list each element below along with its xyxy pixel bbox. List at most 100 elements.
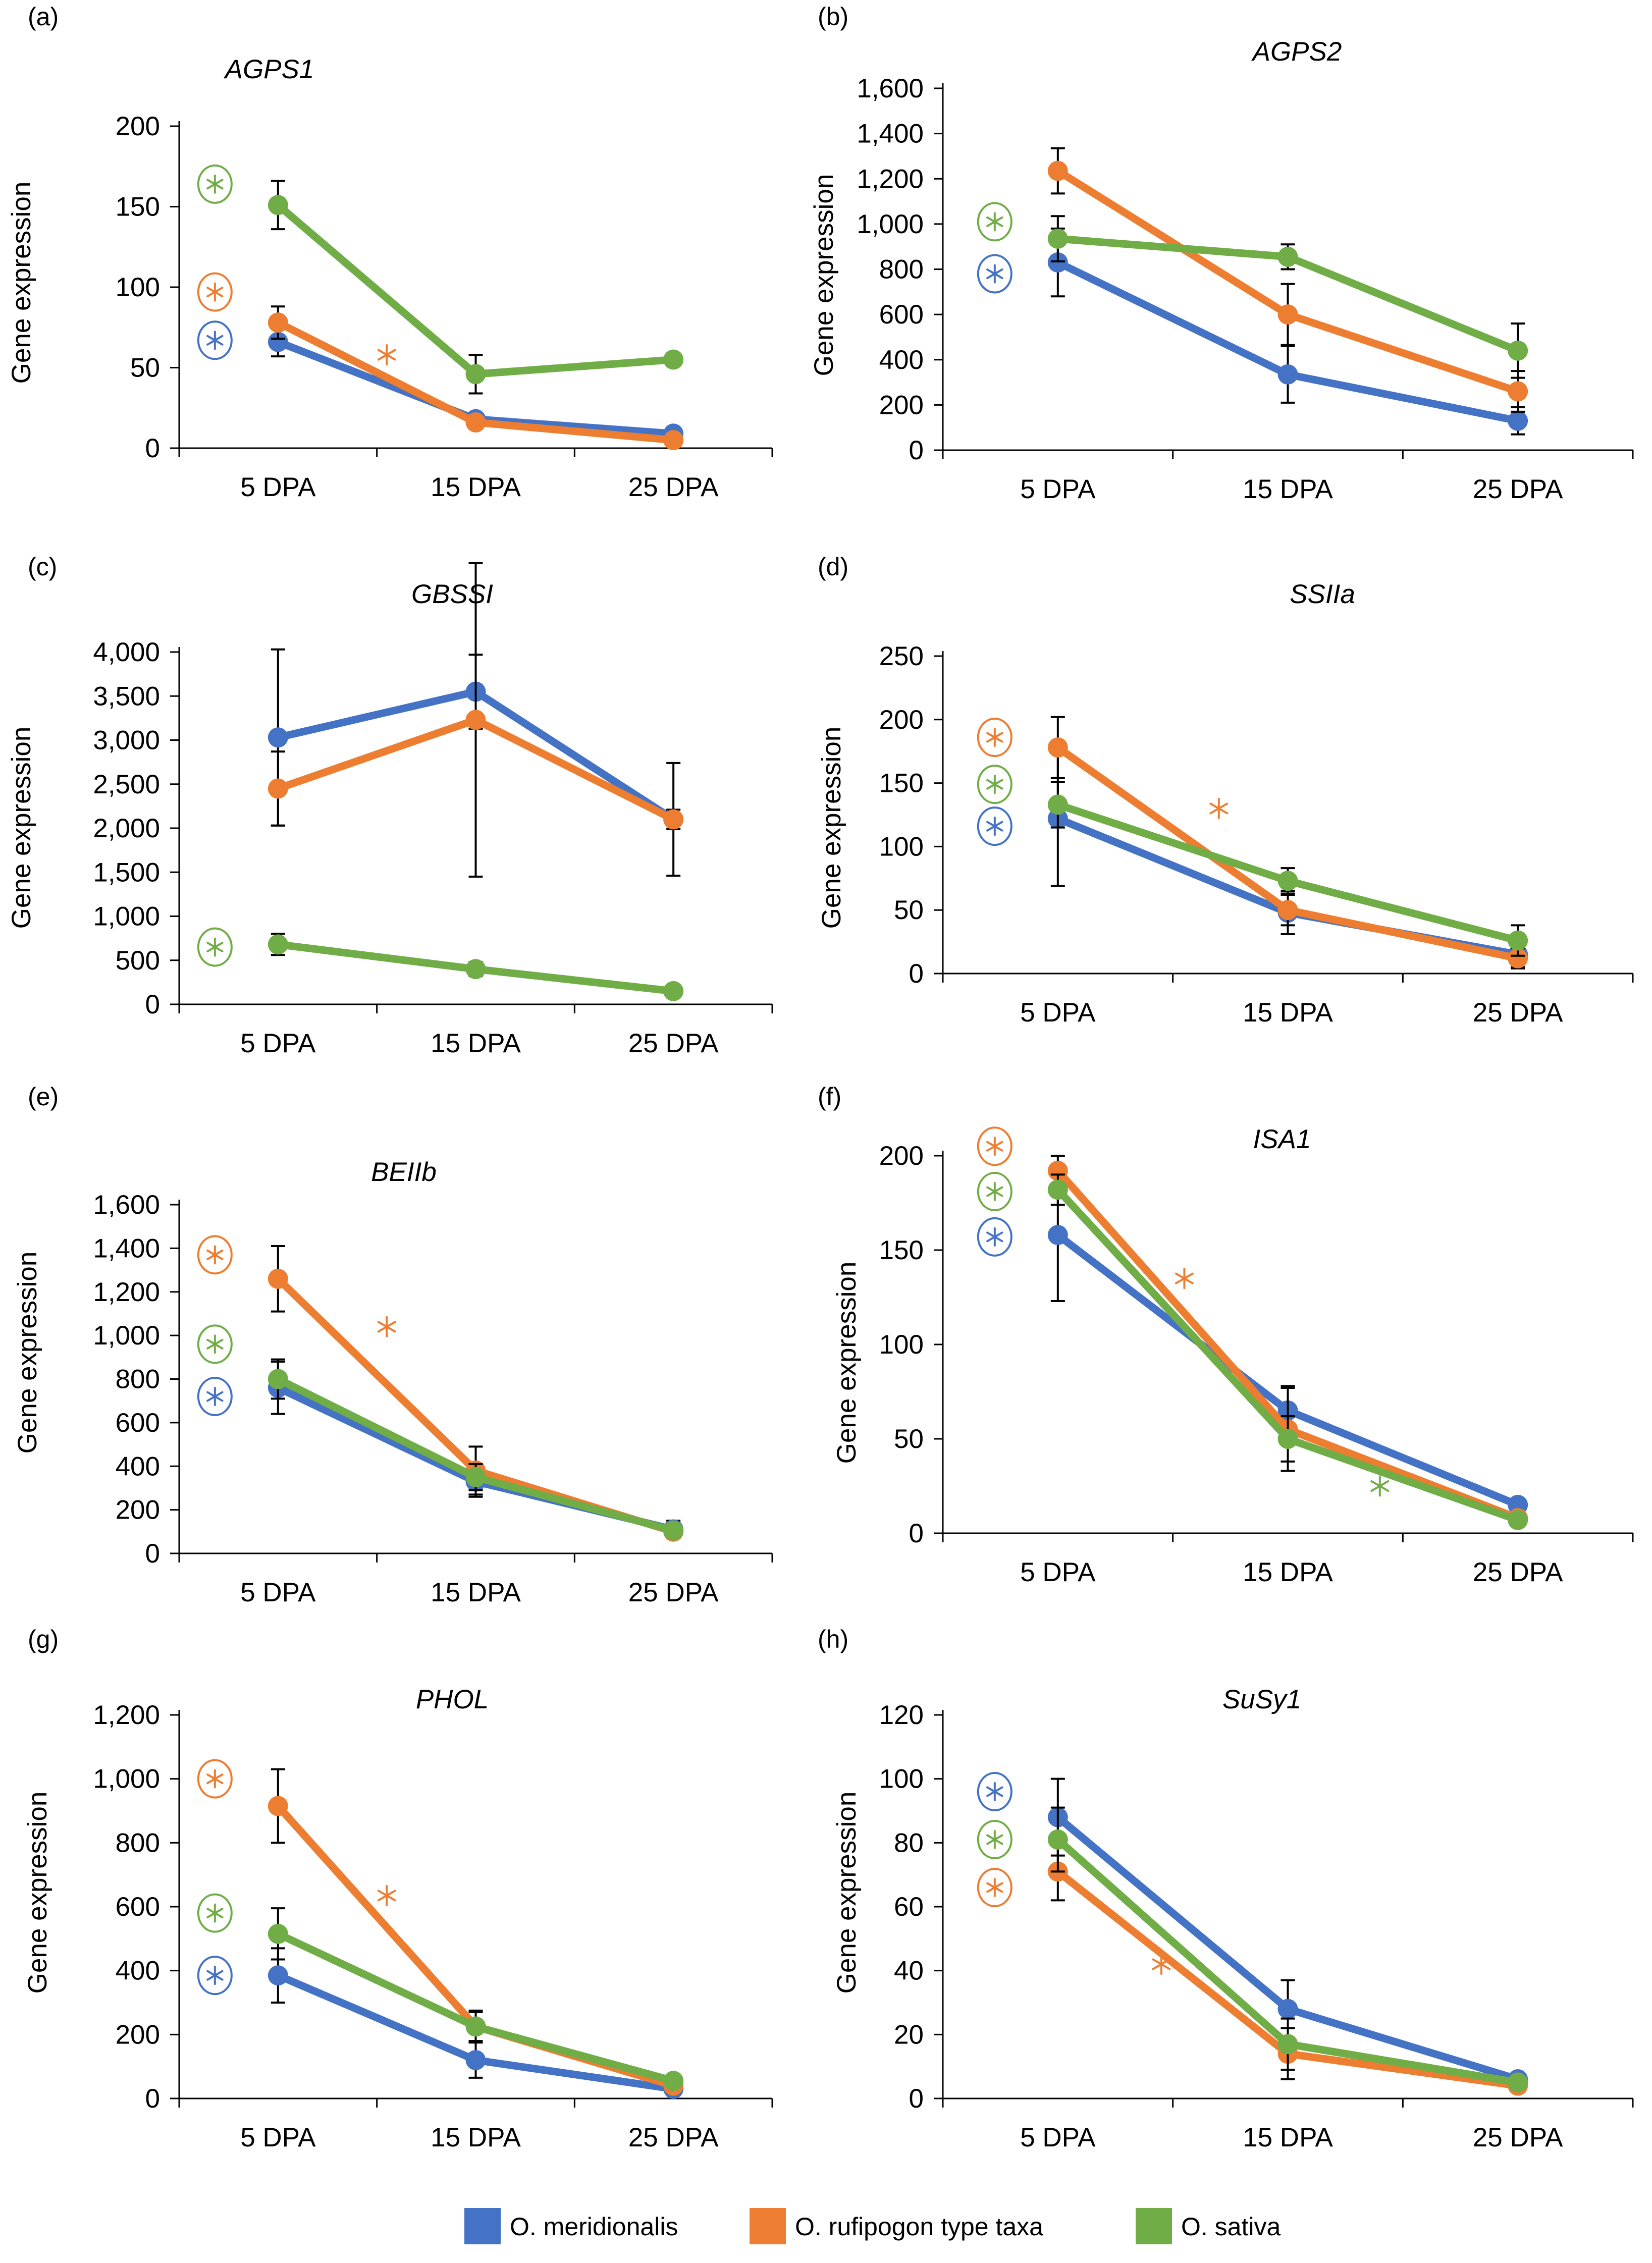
data-point: [268, 778, 288, 799]
y-tick-label: 60: [894, 1892, 924, 1922]
legend-item-o-meridionalis: O. meridionalis: [464, 2208, 678, 2244]
asterisk-stroke: [986, 732, 1003, 743]
significance-ring: [977, 254, 1012, 294]
asterisk-icon: [986, 1830, 1003, 1849]
x-category-label: 15 DPA: [1243, 474, 1333, 504]
asterisk-icon: [986, 775, 1003, 794]
data-point: [663, 430, 684, 451]
y-tick-label: 0: [145, 2084, 160, 2114]
legend: O. meridionalis O. rufipogon type taxa O. …: [464, 2208, 1281, 2244]
data-point: [1047, 1225, 1068, 1246]
chart-title: ISA1: [1253, 1124, 1311, 1154]
y-tick-label: 1,400: [857, 119, 924, 149]
chart-ssiia: (d) SSIIa Gene expression 0 50 100 150 200 250 5 …: [817, 553, 1634, 1028]
asterisk-stroke: [986, 1186, 1003, 1197]
legend-swatch: [750, 2208, 786, 2244]
y-tick-label: 80: [894, 1828, 924, 1858]
data-point: [1508, 948, 1528, 968]
asterisk-icon: [206, 937, 224, 957]
asterisk-icon: [206, 1966, 224, 1985]
asterisk-icon: [206, 174, 224, 194]
significance-marker-circled: [977, 806, 1012, 846]
significance-marker-circled: [977, 765, 1012, 804]
significance-marker-circled: [197, 164, 233, 204]
chart-title: PHOL: [416, 1685, 489, 1714]
y-tick-label: 50: [894, 1424, 924, 1454]
asterisk-icon: [986, 817, 1003, 836]
asterisk-icon: [986, 1878, 1003, 1897]
x-category-label: 15 DPA: [431, 1029, 521, 1058]
asterisk-icon: [986, 1137, 1003, 1156]
data-point: [1508, 410, 1528, 431]
significance-ring: [977, 806, 1012, 846]
series-o-sativa: [268, 1358, 684, 1541]
y-tick-label: 600: [116, 1408, 160, 1438]
data-point: [663, 981, 684, 1001]
panel-label: (h): [818, 1625, 848, 1653]
legend-item-o-sativa: O. sativa: [1136, 2208, 1281, 2244]
asterisk-icon: [206, 1903, 224, 1923]
series-o-sativa: [268, 1907, 684, 2091]
chart-beiib: (e) BEIIb Gene expression 0 200 400 600 800 1,00…: [13, 1083, 773, 1607]
asterisk-stroke: [1152, 1958, 1171, 1970]
y-tick-label: 100: [116, 273, 160, 302]
data-point: [465, 2016, 486, 2037]
series-o-rufipogon-type-taxa: [1047, 1155, 1528, 1529]
y-axis-label: Gene expression: [13, 1252, 42, 1454]
data-point: [1047, 252, 1068, 273]
significance-asterisk-icon: [1209, 797, 1229, 819]
significance-asterisk-icon: [1175, 1268, 1194, 1289]
series-o-sativa: [1047, 1173, 1528, 1530]
asterisk-stroke: [986, 268, 1003, 279]
x-category-label: 15 DPA: [431, 472, 521, 502]
y-tick-label: 0: [909, 2084, 924, 2114]
y-tick-label: 600: [116, 1892, 160, 1922]
x-category-label: 5 DPA: [1020, 2123, 1096, 2152]
asterisk-stroke: [377, 349, 396, 361]
y-tick-label: 600: [879, 300, 924, 330]
asterisk-icon: [206, 282, 224, 302]
significance-asterisk-icon: [1370, 1475, 1390, 1497]
significance-ring: [197, 272, 233, 312]
data-point: [465, 364, 486, 385]
x-category-label: 5 DPA: [1020, 1557, 1096, 1587]
x-category-label: 5 DPA: [240, 1029, 316, 1058]
significance-ring: [977, 1820, 1012, 1859]
data-point: [465, 959, 486, 980]
x-category-label: 25 DPA: [1473, 2123, 1563, 2152]
significance-ring: [977, 1172, 1012, 1212]
chart-title: GBSSI: [411, 579, 493, 609]
x-category-label: 15 DPA: [1243, 1557, 1333, 1587]
asterisk-stroke: [377, 1890, 396, 1902]
asterisk-icon: [206, 1245, 224, 1265]
series-o-sativa: [268, 180, 684, 395]
y-tick-label: 400: [116, 1451, 160, 1481]
chart-title: SuSy1: [1222, 1685, 1301, 1714]
significance-marker-circled: [977, 1820, 1012, 1859]
y-tick-label: 200: [116, 112, 160, 141]
y-tick-label: 800: [116, 1365, 160, 1394]
data-point: [1277, 1999, 1298, 2019]
significance-ring: [977, 1217, 1012, 1257]
y-tick-label: 400: [116, 1956, 160, 1986]
significance-asterisk-icon: [377, 1884, 396, 1906]
data-point: [268, 1923, 288, 1944]
y-tick-label: 200: [116, 1495, 160, 1525]
y-axis-label: Gene expression: [832, 1792, 862, 1994]
x-category-label: 25 DPA: [628, 2123, 719, 2152]
significance-ring: [197, 1759, 233, 1799]
significance-ring: [197, 1956, 233, 1996]
asterisk-icon: [986, 1182, 1003, 1202]
y-tick-label: 4,000: [93, 637, 160, 667]
y-axis-label: Gene expression: [817, 727, 846, 929]
chart-susy1: (h) SuSy1 Gene expression 0 20 40 60 80 100 120 5 …: [818, 1625, 1634, 2152]
asterisk-stroke: [986, 1882, 1003, 1893]
data-point: [1047, 1829, 1068, 1850]
data-point: [268, 934, 288, 955]
significance-marker-circled: [977, 254, 1012, 294]
x-category-label: 15 DPA: [431, 1578, 521, 1607]
series-o-sativa: [1047, 1806, 1528, 2093]
y-tick-label: 1,500: [93, 857, 160, 887]
panel-label: (g): [28, 1625, 59, 1653]
significance-ring: [977, 765, 1012, 804]
